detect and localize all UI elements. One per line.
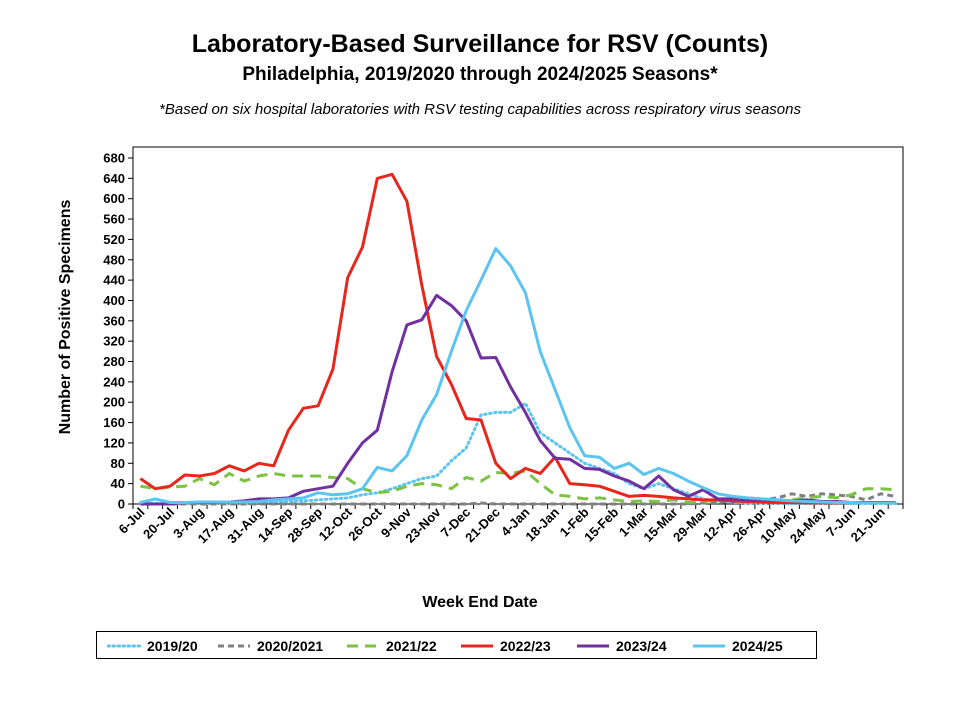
x-tick-label: 21-Jun bbox=[848, 504, 888, 544]
legend-item: 2021/22 bbox=[346, 636, 437, 656]
y-tick-label: 360 bbox=[103, 313, 125, 328]
legend-label: 2023/24 bbox=[616, 638, 667, 654]
x-tick-label: 26-Oct bbox=[345, 504, 385, 544]
y-tick-label: 600 bbox=[103, 191, 125, 206]
legend-swatch bbox=[461, 644, 493, 648]
x-axis-label: Week End Date bbox=[422, 594, 537, 611]
y-tick-label: 40 bbox=[111, 476, 125, 491]
legend-label: 2019/20 bbox=[147, 638, 198, 654]
plot-area bbox=[132, 146, 904, 505]
series-line-1 bbox=[140, 492, 896, 506]
legend-label: 2021/22 bbox=[386, 638, 437, 654]
chart-footnote: *Based on six hospital laboratories with… bbox=[159, 101, 801, 118]
legend-label: 2024/25 bbox=[732, 638, 783, 654]
y-tick-label: 0 bbox=[118, 497, 125, 512]
legend-swatch bbox=[693, 644, 725, 648]
x-tick-label: 15-Feb bbox=[581, 504, 621, 544]
y-tick-label: 440 bbox=[103, 273, 125, 288]
y-tick-label: 560 bbox=[103, 212, 125, 227]
series-lines bbox=[138, 172, 898, 506]
legend-item: 2024/25 bbox=[692, 636, 783, 656]
chart-legend: 2019/20 2020/2021 2021/22 2022/23 2023/24 202… bbox=[96, 631, 817, 659]
y-axis-label: Number of Positive Specimens bbox=[57, 200, 74, 435]
y-tick-label: 160 bbox=[103, 415, 125, 430]
y-tick-label: 80 bbox=[111, 456, 125, 471]
y-tick-label: 400 bbox=[103, 293, 125, 308]
chart-subtitle: Philadelphia, 2019/2020 through 2024/202… bbox=[242, 64, 718, 85]
y-tick-label: 680 bbox=[103, 151, 125, 166]
legend-item: 2019/20 bbox=[107, 636, 198, 656]
chart-title: Laboratory-Based Surveillance for RSV (C… bbox=[191, 30, 769, 58]
x-tick-label: 20-Jul bbox=[140, 505, 177, 542]
legend-item: 2022/23 bbox=[460, 636, 551, 656]
x-tick-label: 18-Jan bbox=[522, 504, 562, 544]
y-tick-label: 280 bbox=[103, 354, 125, 369]
x-axis: 6-Jul20-Jul3-Aug17-Aug31-Aug14-Sep28-Sep… bbox=[115, 504, 904, 546]
y-axis: 0 40 80 120 160 200 240 280 320 360 400 440 480 520 56… bbox=[103, 151, 133, 512]
legend-swatch bbox=[107, 644, 141, 648]
y-tick-label: 320 bbox=[103, 334, 125, 349]
legend-swatch bbox=[347, 644, 379, 648]
legend-swatch bbox=[577, 644, 609, 648]
legend-label: 2022/23 bbox=[500, 638, 551, 654]
legend-item: 2020/2021 bbox=[217, 636, 323, 656]
y-tick-label: 200 bbox=[103, 395, 125, 410]
y-tick-label: 640 bbox=[103, 171, 125, 186]
y-tick-label: 120 bbox=[103, 435, 125, 450]
y-tick-label: 240 bbox=[103, 374, 125, 389]
series-line-3 bbox=[139, 172, 896, 505]
series-line-5 bbox=[140, 247, 896, 505]
legend-item: 2023/24 bbox=[576, 636, 667, 656]
legend-swatch bbox=[218, 644, 250, 648]
y-tick-label: 520 bbox=[103, 232, 125, 247]
legend-label: 2020/2021 bbox=[257, 638, 324, 654]
y-tick-label: 480 bbox=[103, 252, 125, 267]
